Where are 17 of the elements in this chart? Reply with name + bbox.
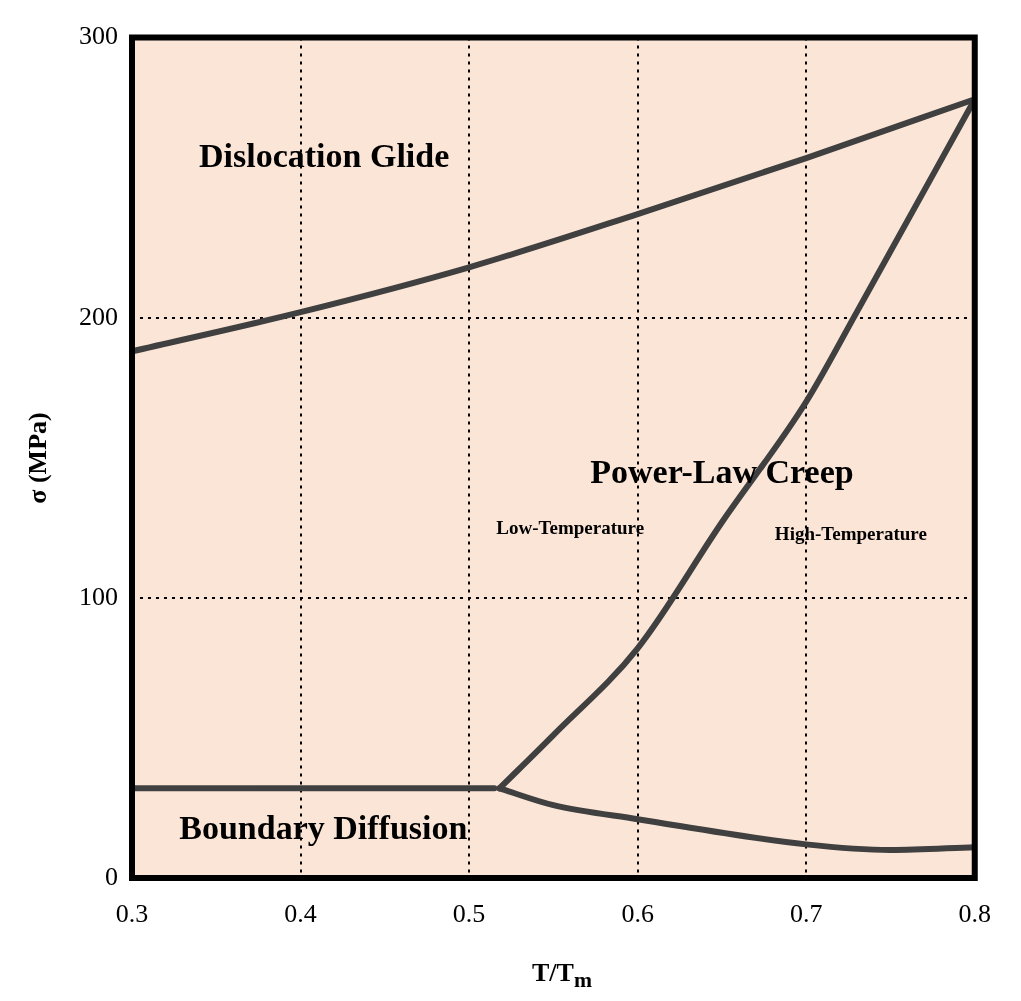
annotation: High-Temperature [774,523,927,545]
x-tick-label: 0.6 [621,899,654,929]
y-axis-title: σ (MPa) [23,412,53,504]
y-tick-label: 100 [79,581,118,611]
y-tick-label: 0 [105,861,118,891]
x-tick-label: 0.5 [452,899,486,929]
x-axis-title: T/T$_{m}$ [531,958,593,994]
annotation: Power-Law Creep [590,453,854,491]
x-tick-label: 0.3 [115,899,149,929]
annotation: Low-Temperature [496,517,645,539]
y-tick-label: 300 [79,21,118,51]
x-tick-label: 0.4 [284,899,317,929]
annotation: Boundary Diffusion [179,808,468,846]
x-tick-label: 0.8 [958,899,991,929]
y-tick-label: 200 [79,301,118,331]
annotation: Dislocation Glide [199,136,450,174]
x-tick-label: 0.7 [789,899,823,929]
